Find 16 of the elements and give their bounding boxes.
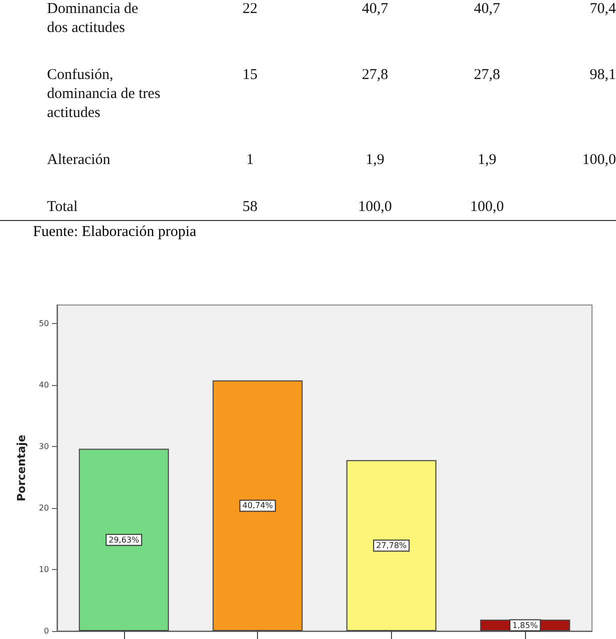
data-label: 27,78% [376,541,408,550]
y-tick-label: 10 [38,564,49,574]
y-axis-title: Porcentaje [15,434,28,502]
text: Alteración 1 1,9 1,9 100,0 [47,152,616,168]
source-note: Fuente: Elaboración propia [33,224,196,241]
y-tick-label: 20 [38,503,49,512]
text: Confusión, dominancia de tres actitudes 15 27,8 27,8 98,1 [47,67,616,121]
y-tick-label: 30 [38,442,49,451]
data-label: 40,74% [242,501,274,510]
data-label: 1,85% [512,620,538,630]
text: Total 58 100,0 100,0 [47,199,504,215]
y-tick-label: 0 [44,626,49,636]
text: Dominancia de dos actitudes 22 40,7 40,7 70,4 [47,1,616,36]
y-tick-label: 40 [38,380,49,390]
y-tick-label: 50 [38,318,49,328]
data-label: 29,63% [108,535,140,544]
